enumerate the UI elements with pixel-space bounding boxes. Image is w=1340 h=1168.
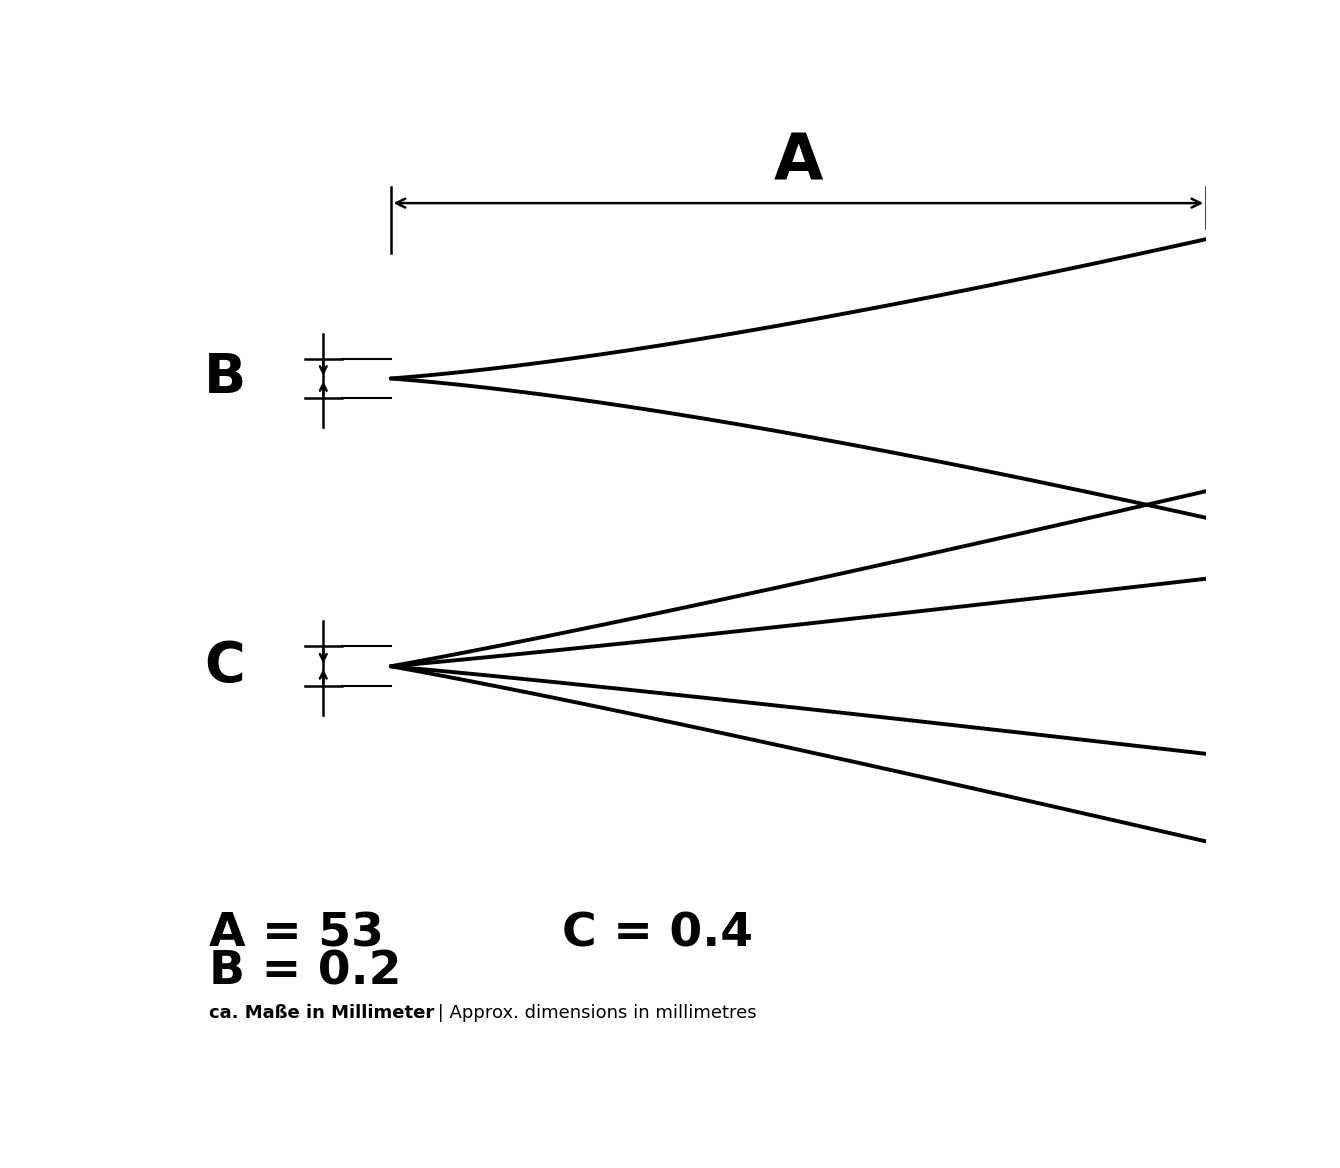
- Text: C: C: [204, 639, 245, 694]
- Text: | Approx. dimensions in millimetres: | Approx. dimensions in millimetres: [433, 1003, 757, 1022]
- Text: B: B: [204, 352, 245, 405]
- Text: B = 0.2: B = 0.2: [209, 950, 402, 995]
- Text: A = 53: A = 53: [209, 912, 385, 957]
- Text: ca. Maße in Millimeter: ca. Maße in Millimeter: [209, 1003, 434, 1022]
- Text: C = 0.4: C = 0.4: [563, 912, 753, 957]
- Text: A: A: [773, 132, 823, 194]
